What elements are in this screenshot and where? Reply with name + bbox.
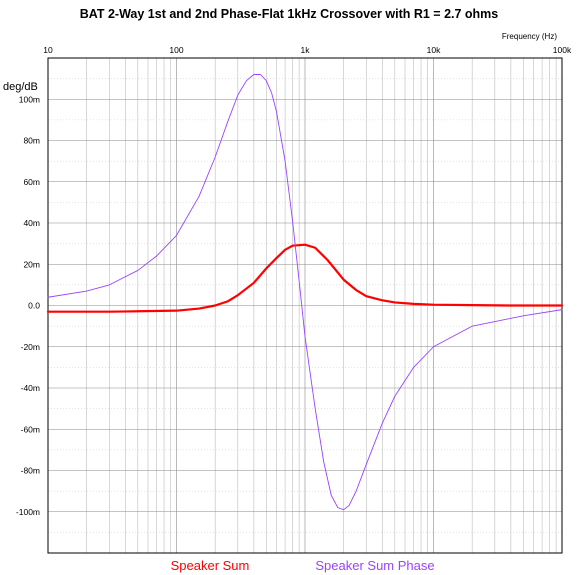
legend-entry: Speaker Sum Phase: [315, 558, 434, 573]
y-axis-label: deg/dB: [3, 81, 38, 93]
y-tick-label: 0.0: [28, 301, 40, 311]
x-tick-label: 10k: [427, 45, 441, 55]
x-tick-label: 10: [43, 45, 53, 55]
series-lines: [46, 74, 564, 511]
y-tick-label: 60m: [23, 177, 40, 187]
y-tick-labels: 100m 80m 60m 40m 20m 0.0 -20m -40m -60m -80m -100m: [16, 94, 40, 517]
grid: [47, 57, 562, 554]
y-tick-label: -80m: [21, 466, 40, 476]
x-axis-label: Frequency (Hz): [502, 32, 557, 41]
legend: Speaker Sum Speaker Sum Phase: [171, 558, 435, 573]
series-line-speaker-sum-phase: [47, 74, 563, 511]
y-tick-label: 40m: [23, 218, 40, 228]
x-tick-label: 1k: [301, 45, 311, 55]
y-tick-label: -60m: [21, 424, 40, 434]
x-tick-label: 100: [169, 45, 183, 55]
y-tick-label: -40m: [21, 383, 40, 393]
x-tick-labels: 10 100 1k 10k 100k: [43, 45, 572, 55]
y-tick-label: 100m: [19, 94, 40, 104]
y-tick-label: -100m: [16, 507, 40, 517]
legend-entry: Speaker Sum: [171, 558, 250, 573]
y-tick-label: -20m: [21, 342, 40, 352]
series-line-speaker-sum: [46, 243, 564, 313]
y-tick-label: 20m: [23, 259, 40, 269]
chart-title: BAT 2-Way 1st and 2nd Phase-Flat 1kHz Cr…: [80, 7, 499, 21]
x-tick-label: 100k: [553, 45, 572, 55]
y-tick-label: 80m: [23, 136, 40, 146]
